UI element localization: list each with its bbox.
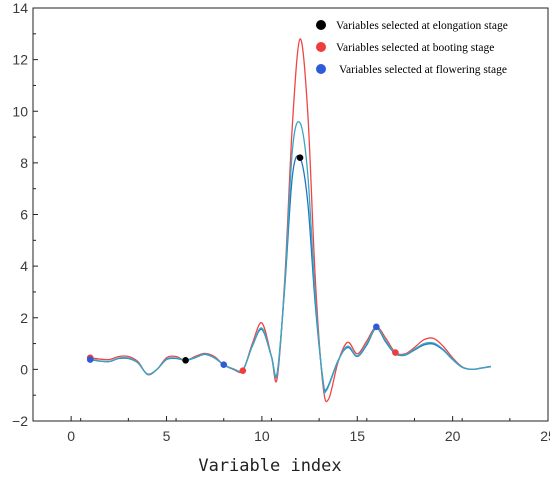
y-tick-label: −2 — [12, 413, 28, 429]
legend-label-booting: Variables selected at booting stage — [336, 42, 494, 54]
legend-marker-flowering — [316, 64, 326, 74]
x-tick-label: 20 — [445, 428, 461, 444]
series-line-0 — [90, 38, 491, 403]
y-tick-label: 12 — [12, 52, 28, 68]
x-tick-label: 10 — [254, 428, 270, 444]
series-layer — [90, 38, 491, 403]
selected-point-1 — [239, 367, 247, 374]
x-axis-title: Variable index — [198, 456, 341, 476]
y-tick-label: 14 — [12, 0, 28, 16]
x-tick-label: 5 — [163, 428, 171, 444]
legend: Variables selected at elongation stage V… — [316, 20, 508, 76]
legend-label-flowering: Variables selected at flowering stage — [339, 64, 507, 76]
legend-marker-elongation — [316, 20, 326, 30]
selected-point-2 — [86, 356, 94, 363]
selected-point-0 — [182, 357, 189, 364]
selected-point-1 — [392, 349, 399, 356]
series-line-2 — [90, 121, 491, 394]
legend-marker-booting — [316, 42, 326, 52]
selected-points-layer — [86, 154, 399, 374]
x-axis: 0 5 10 15 20 25 — [32, 416, 550, 444]
y-axis: −2 0 2 4 6 8 10 12 14 — [12, 0, 38, 429]
selected-point-2 — [373, 323, 380, 331]
y-tick-label: 2 — [20, 310, 28, 326]
y-tick-label: 8 — [20, 155, 28, 171]
y-tick-label: 6 — [20, 207, 28, 223]
legend-label-elongation: Variables selected at elongation stage — [336, 20, 508, 32]
x-tick-label: 15 — [349, 428, 365, 444]
y-tick-label: 10 — [12, 103, 28, 119]
y-tick-label: 4 — [20, 258, 28, 274]
x-tick-label: 25 — [540, 428, 550, 444]
selected-point-2 — [220, 361, 228, 369]
x-tick-label: 0 — [67, 428, 75, 444]
series-line-1 — [90, 155, 491, 392]
y-tick-label: 0 — [20, 361, 28, 377]
selected-point-0 — [296, 154, 304, 162]
